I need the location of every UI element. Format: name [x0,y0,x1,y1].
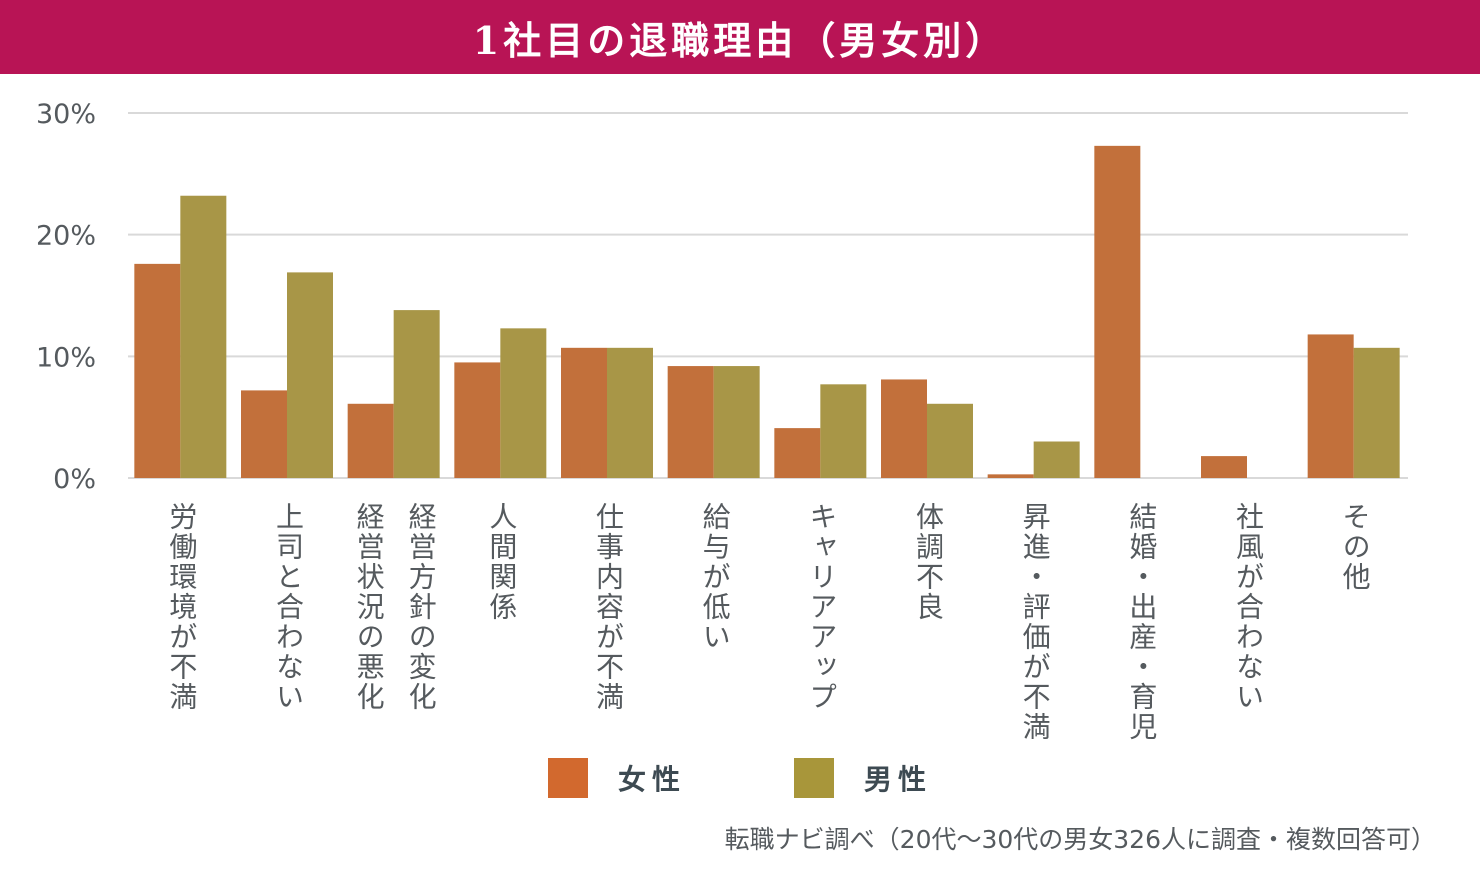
y-tick-label: 20% [36,221,96,252]
legend-label-female: 女性 [618,763,687,796]
x-tick-label: キャリアアップ [805,502,839,712]
bar-male [927,403,973,478]
bar-female [1201,456,1247,478]
bar-female [134,263,181,478]
bar-female [347,403,394,478]
bar-female [1307,334,1354,478]
bar-male [1353,347,1400,478]
bar-female [454,362,501,478]
legend-item-female: 女性 [548,758,686,798]
bar-female [774,428,821,478]
source-note: 転職ナビ調べ（20代〜30代の男女326人に調査・複数回答可） [724,825,1436,854]
x-tick-label: 昇進・評価が不満 [1018,502,1052,742]
y-tick-label: 0% [53,464,96,495]
bar-male [820,384,867,478]
bar-female [987,474,1034,478]
bar-female [667,366,714,478]
bar-chart: 0% 10% 20% 30% [36,99,1408,495]
title-bar: 1社目の退職理由（男女別） [0,0,1480,74]
x-tick-label: 上司と合わない [272,502,305,712]
x-tick-label: 仕事内容が不満 [592,502,625,712]
x-tick-label: 人間関係 [485,502,519,622]
bar-male [713,366,760,478]
x-tick-label: 社風が合わない [1232,502,1265,712]
bar-female [561,347,607,478]
bar-male [1033,441,1080,478]
x-tick-label: その他 [1338,502,1372,592]
bar-male [393,310,440,478]
bar-male [607,347,653,478]
bar-female [1094,145,1141,478]
x-tick-label: 給与が低い [698,502,732,652]
x-tick-label: 経営状況の悪化 [352,502,386,712]
chart-title: 1社目の退職理由（男女別） [472,17,1008,63]
y-tick-label: 30% [36,99,96,130]
legend-item-male: 男性 [794,758,932,798]
x-tick-label: 経営方針の変化 [404,502,438,712]
x-tick-label: 労働環境が不満 [165,502,199,712]
x-tick-label: 体調不良 [912,502,945,622]
legend-swatch-male [794,758,834,798]
bar-female [881,379,927,478]
legend-swatch-female [548,758,588,798]
x-tick-label: 結婚・出産・育児 [1125,502,1159,742]
bar-male [287,272,333,478]
bar-female [241,390,287,478]
y-tick-label: 10% [36,342,96,373]
bar-male [500,328,547,478]
legend-label-male: 男性 [864,763,933,796]
bar-male [180,195,227,478]
